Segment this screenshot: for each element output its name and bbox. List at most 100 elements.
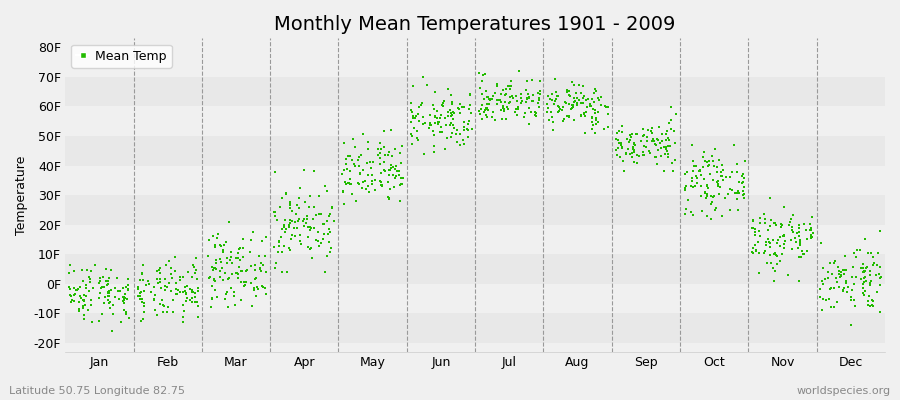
Point	[405, 112, 419, 119]
Point	[649, 154, 663, 160]
Point	[168, 291, 183, 298]
Point	[758, 248, 772, 254]
Point	[718, 174, 733, 180]
Point	[283, 200, 297, 207]
Point	[438, 115, 453, 121]
Point	[219, 291, 233, 298]
Point	[122, 315, 137, 321]
Point	[247, 287, 261, 294]
Point	[388, 145, 402, 152]
Point	[631, 153, 645, 159]
Point	[62, 292, 77, 298]
Point	[570, 94, 584, 101]
Point	[382, 185, 397, 192]
Point	[104, 298, 118, 305]
Point	[644, 125, 659, 131]
Point	[614, 140, 628, 146]
Point	[547, 101, 562, 107]
Point	[508, 106, 523, 112]
Point	[773, 258, 788, 265]
Point	[112, 288, 127, 294]
Point	[729, 196, 743, 203]
Point	[422, 125, 436, 132]
Point	[284, 220, 298, 226]
Point	[374, 170, 388, 176]
Point	[221, 218, 236, 225]
Point	[824, 284, 838, 291]
Point	[119, 284, 133, 290]
Point	[710, 180, 724, 187]
Point	[704, 216, 718, 222]
Point	[302, 224, 316, 230]
Point	[298, 199, 312, 206]
Point	[208, 287, 222, 293]
Point	[320, 218, 334, 224]
Point	[71, 299, 86, 306]
Point	[337, 201, 351, 207]
Point	[481, 107, 495, 113]
Point	[618, 151, 633, 158]
Point	[637, 152, 652, 158]
Point	[371, 152, 385, 158]
Point	[781, 272, 796, 278]
Point	[444, 113, 458, 120]
Text: Latitude 50.75 Longitude 82.75: Latitude 50.75 Longitude 82.75	[9, 386, 185, 396]
Point	[202, 275, 217, 282]
Point	[827, 285, 842, 291]
Point	[678, 185, 692, 192]
Point	[374, 139, 388, 146]
Point	[461, 126, 475, 133]
Point	[92, 318, 106, 324]
Point	[821, 269, 835, 275]
Point	[481, 94, 495, 100]
Point	[598, 104, 613, 111]
Point	[185, 286, 200, 293]
Point	[222, 257, 237, 263]
Point	[609, 147, 624, 153]
Point	[167, 254, 182, 260]
Point	[68, 285, 82, 291]
Point	[615, 144, 629, 150]
Point	[856, 261, 870, 267]
Point	[859, 278, 873, 285]
Point	[866, 302, 880, 309]
Point	[86, 285, 100, 291]
Point	[434, 112, 448, 118]
Point	[189, 267, 203, 273]
Point	[770, 222, 784, 228]
Point	[832, 274, 847, 280]
Point	[502, 100, 517, 106]
Point	[588, 130, 602, 136]
Point	[662, 142, 677, 149]
Point	[761, 236, 776, 243]
Point	[763, 252, 778, 258]
Point	[364, 181, 379, 187]
Point	[615, 122, 629, 129]
Point	[614, 141, 628, 147]
Point	[229, 270, 243, 277]
Point	[839, 278, 853, 284]
Point	[816, 281, 831, 288]
Point	[545, 96, 560, 103]
Point	[215, 265, 230, 271]
Point	[434, 124, 448, 130]
Point	[382, 195, 396, 202]
Point	[106, 310, 121, 317]
Point	[117, 307, 131, 314]
Point	[788, 239, 803, 246]
Point	[548, 76, 562, 82]
Point	[335, 171, 349, 177]
Point	[771, 236, 786, 243]
Point	[716, 177, 730, 183]
Point	[132, 292, 147, 299]
Point	[629, 131, 643, 138]
Point	[798, 227, 813, 234]
Point	[403, 119, 418, 126]
Point	[525, 98, 539, 104]
Point	[137, 300, 151, 307]
Point	[590, 109, 605, 116]
Point	[765, 265, 779, 271]
Point	[343, 176, 357, 182]
Point	[67, 292, 81, 299]
Point	[440, 135, 454, 142]
